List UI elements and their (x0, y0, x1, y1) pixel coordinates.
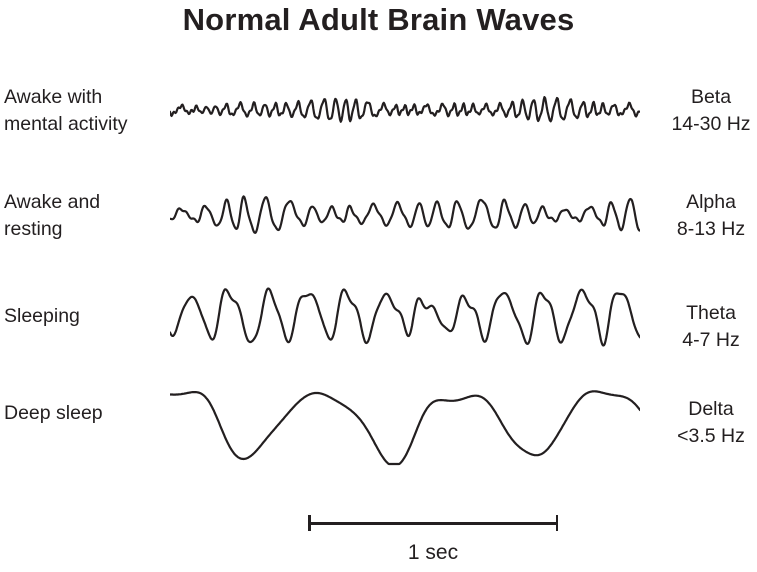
scale-bar-right-tick (555, 515, 558, 531)
state-label-line1: Awake with (4, 86, 103, 108)
scale-bar-line (308, 522, 558, 525)
band-frequency: <3.5 Hz (677, 425, 745, 447)
state-label-line1: Sleeping (4, 305, 80, 327)
beta-wave (170, 96, 640, 123)
state-label-line1: Deep sleep (4, 402, 103, 424)
state-label-deep-sleep: Deep sleep (4, 400, 169, 427)
state-label-line2: mental activity (4, 113, 128, 135)
delta-wave (170, 390, 640, 466)
band-label-delta: Delta <3.5 Hz (659, 396, 757, 450)
band-name: Delta (688, 398, 734, 420)
theta-wave (170, 287, 640, 347)
time-scale-label: 1 sec (407, 541, 459, 564)
time-scale-bar (308, 515, 558, 531)
band-name: Beta (690, 86, 732, 108)
state-label-awake-resting: Awake and resting (4, 189, 169, 243)
band-label-alpha: Alpha 8-13 Hz (659, 189, 757, 243)
band-name: Alpha (686, 191, 736, 213)
band-label-beta: Beta 14-30 Hz (659, 84, 757, 138)
figure-title: Normal Adult Brain Waves (182, 2, 575, 37)
band-label-theta: Theta 4-7 Hz (659, 300, 757, 354)
state-label-line1: Awake and (4, 191, 101, 213)
state-label-sleeping: Sleeping (4, 303, 169, 330)
band-frequency: 14-30 Hz (671, 113, 751, 135)
state-label-line2: resting (4, 218, 63, 240)
band-name: Theta (686, 302, 736, 324)
band-frequency: 8-13 Hz (676, 218, 746, 240)
state-label-awake-mental-activity: Awake with mental activity (4, 84, 169, 138)
alpha-wave (170, 195, 640, 234)
band-frequency: 4-7 Hz (682, 329, 740, 351)
